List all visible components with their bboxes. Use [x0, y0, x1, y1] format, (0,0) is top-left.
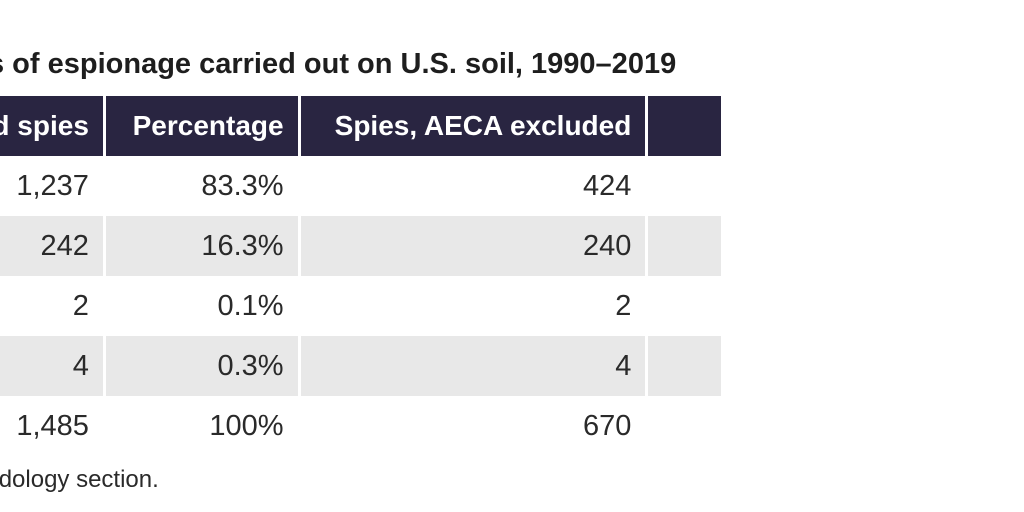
cell-identified-spies: 1,237: [16, 169, 89, 202]
cell-extra: [648, 156, 721, 216]
header-cell-percentage: Percentage: [105, 96, 298, 156]
cell-extra: [648, 216, 721, 276]
cell-percentage: 0.3%: [105, 336, 298, 396]
table-title: s of espionage carried out on U.S. soil,…: [0, 48, 677, 80]
cell-percentage: 16.3%: [105, 216, 298, 276]
header-cell-extra: [648, 96, 721, 156]
table-row: s 2 0.1% 2: [0, 276, 721, 336]
header-cell-aeca-excluded: Spies, AECA excluded: [300, 96, 646, 156]
header-row: Identified spies Percentage Spies, AECA …: [0, 96, 721, 156]
table-row-total: 1,485 100% 670: [0, 396, 721, 456]
header-cell-identified-spies: Identified spies: [0, 96, 103, 156]
cell-percentage: 0.1%: [217, 289, 284, 322]
cell-percentage: 100%: [209, 409, 284, 442]
table-row: ies 4 0.3% 4: [0, 336, 721, 396]
espionage-table: Identified spies Percentage Spies, AECA …: [0, 96, 724, 456]
cell-aeca-excluded: 424: [582, 169, 632, 202]
cell-aeca-excluded: 2: [615, 289, 632, 322]
cell-identified-spies: 1,485: [16, 409, 89, 442]
table-row: 242 16.3% 240: [0, 216, 721, 276]
table-row: ent 1,237 83.3% 424: [0, 156, 721, 216]
cell-aeca-excluded: 240: [300, 216, 646, 276]
cell-percentage: 83.3%: [201, 169, 284, 202]
cell-identified-spies: 4: [0, 336, 103, 396]
cell-identified-spies: 242: [0, 216, 103, 276]
cell-aeca-excluded: 670: [582, 409, 632, 442]
cell-aeca-excluded: 4: [300, 336, 646, 396]
cell-extra: [648, 336, 721, 396]
cell-extra: [648, 396, 721, 456]
cell-identified-spies: 2: [72, 289, 89, 322]
footnote: hodology section.: [0, 466, 159, 493]
cell-extra: [648, 276, 721, 336]
